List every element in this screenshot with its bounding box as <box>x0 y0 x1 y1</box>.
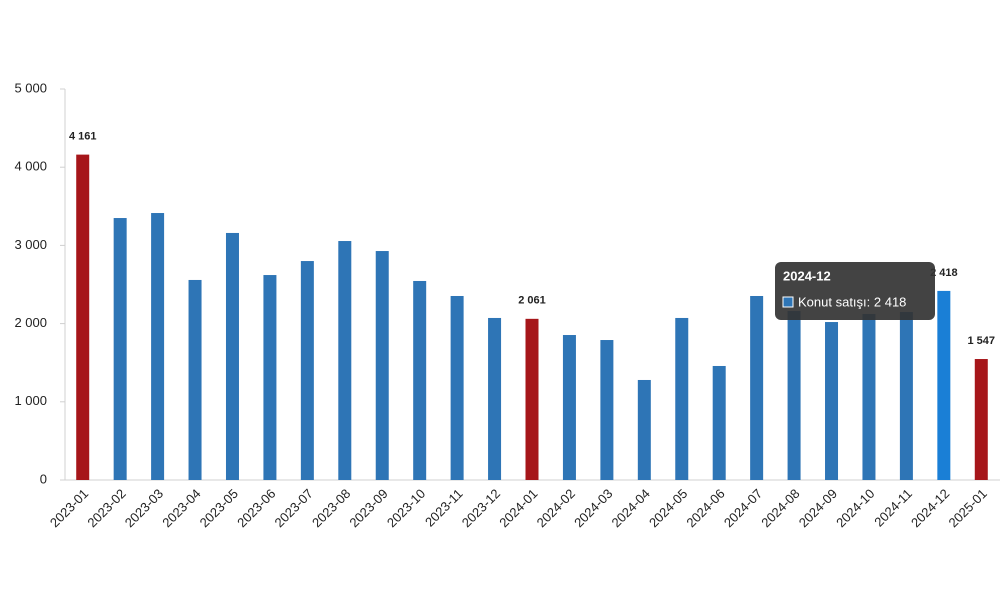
bar <box>151 213 165 480</box>
bar <box>113 218 127 480</box>
bar <box>300 261 314 480</box>
bar <box>562 335 576 480</box>
x-tick-label: 2024-10 <box>833 486 877 530</box>
tooltip-text: Konut satışı: 2 418 <box>798 294 906 309</box>
x-tick-label: 2025-01 <box>945 486 989 530</box>
x-tick-label: 2023-02 <box>84 486 128 530</box>
value-label: 2 418 <box>930 267 958 279</box>
y-tick-label: 0 <box>40 471 47 486</box>
bar <box>76 154 90 480</box>
x-tick-label: 2024-08 <box>758 486 802 530</box>
bar <box>899 312 913 480</box>
x-tick-label: 2023-05 <box>197 486 241 530</box>
x-tick-label: 2023-03 <box>122 486 166 530</box>
x-tick-label: 2023-12 <box>459 486 503 530</box>
x-tick-label: 2024-02 <box>534 486 578 530</box>
x-tick-label: 2024-05 <box>646 486 690 530</box>
x-tick-label: 2023-08 <box>309 486 353 530</box>
tooltip: 2024-12 Konut satışı: 2 418 <box>775 262 935 320</box>
bar <box>712 365 726 480</box>
y-tick-label: 3 000 <box>14 237 47 252</box>
bar <box>263 275 277 480</box>
x-tick-label: 2023-11 <box>422 486 466 530</box>
bar <box>225 232 239 480</box>
x-tick-label: 2023-10 <box>384 486 428 530</box>
value-label: 1 547 <box>968 335 996 347</box>
bar <box>825 322 839 480</box>
x-tick-label: 2023-07 <box>272 486 316 530</box>
tooltip-swatch <box>782 296 794 308</box>
x-tick-label: 2023-01 <box>47 486 91 530</box>
bar <box>974 359 988 480</box>
y-tick-label: 2 000 <box>14 315 47 330</box>
x-tick-label: 2024-03 <box>571 486 615 530</box>
x-tick-label: 2023-09 <box>346 486 390 530</box>
bar <box>488 317 502 480</box>
bar <box>600 340 614 480</box>
value-label: 2 061 <box>518 295 546 307</box>
bar <box>937 290 951 480</box>
x-tick-label: 2024-07 <box>721 486 765 530</box>
y-tick-label: 1 000 <box>14 393 47 408</box>
bar <box>862 313 876 480</box>
bar <box>787 311 801 480</box>
x-tick-label: 2023-06 <box>234 486 278 530</box>
x-tick-label: 2023-04 <box>159 486 203 530</box>
x-tick-label: 2024-11 <box>871 486 915 530</box>
x-tick-label: 2024-01 <box>496 486 540 530</box>
bar <box>450 295 464 480</box>
y-tick-label: 5 000 <box>14 80 47 95</box>
y-tick-label: 4 000 <box>14 159 47 174</box>
bar <box>675 317 689 480</box>
x-tick-label: 2024-12 <box>908 486 952 530</box>
tooltip-box <box>775 262 935 320</box>
bar <box>637 379 651 480</box>
bar <box>413 280 427 480</box>
bar <box>375 251 389 480</box>
value-label: 4 161 <box>69 131 97 143</box>
x-tick-label: 2024-06 <box>683 486 727 530</box>
bar <box>188 279 202 480</box>
tooltip-title: 2024-12 <box>783 268 831 283</box>
x-tick-label: 2024-09 <box>796 486 840 530</box>
bar <box>338 241 352 480</box>
bar <box>750 295 764 480</box>
x-tick-label: 2024-04 <box>609 486 653 530</box>
bar <box>525 318 539 480</box>
